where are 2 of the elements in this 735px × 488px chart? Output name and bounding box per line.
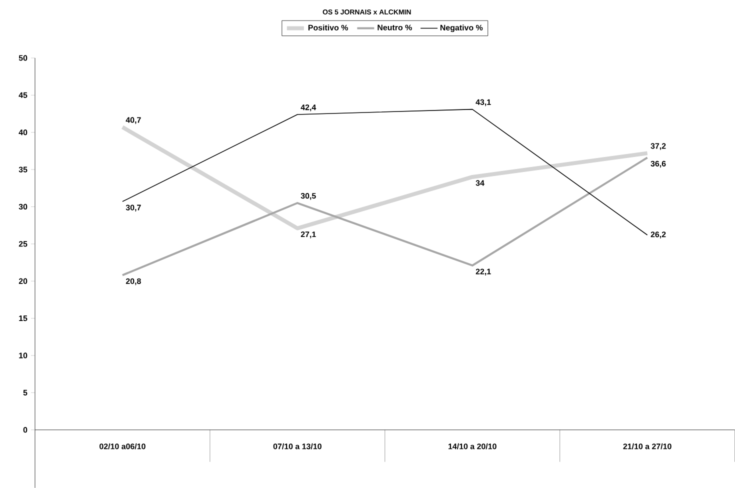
line-series xyxy=(120,125,650,230)
line-series xyxy=(121,156,648,276)
